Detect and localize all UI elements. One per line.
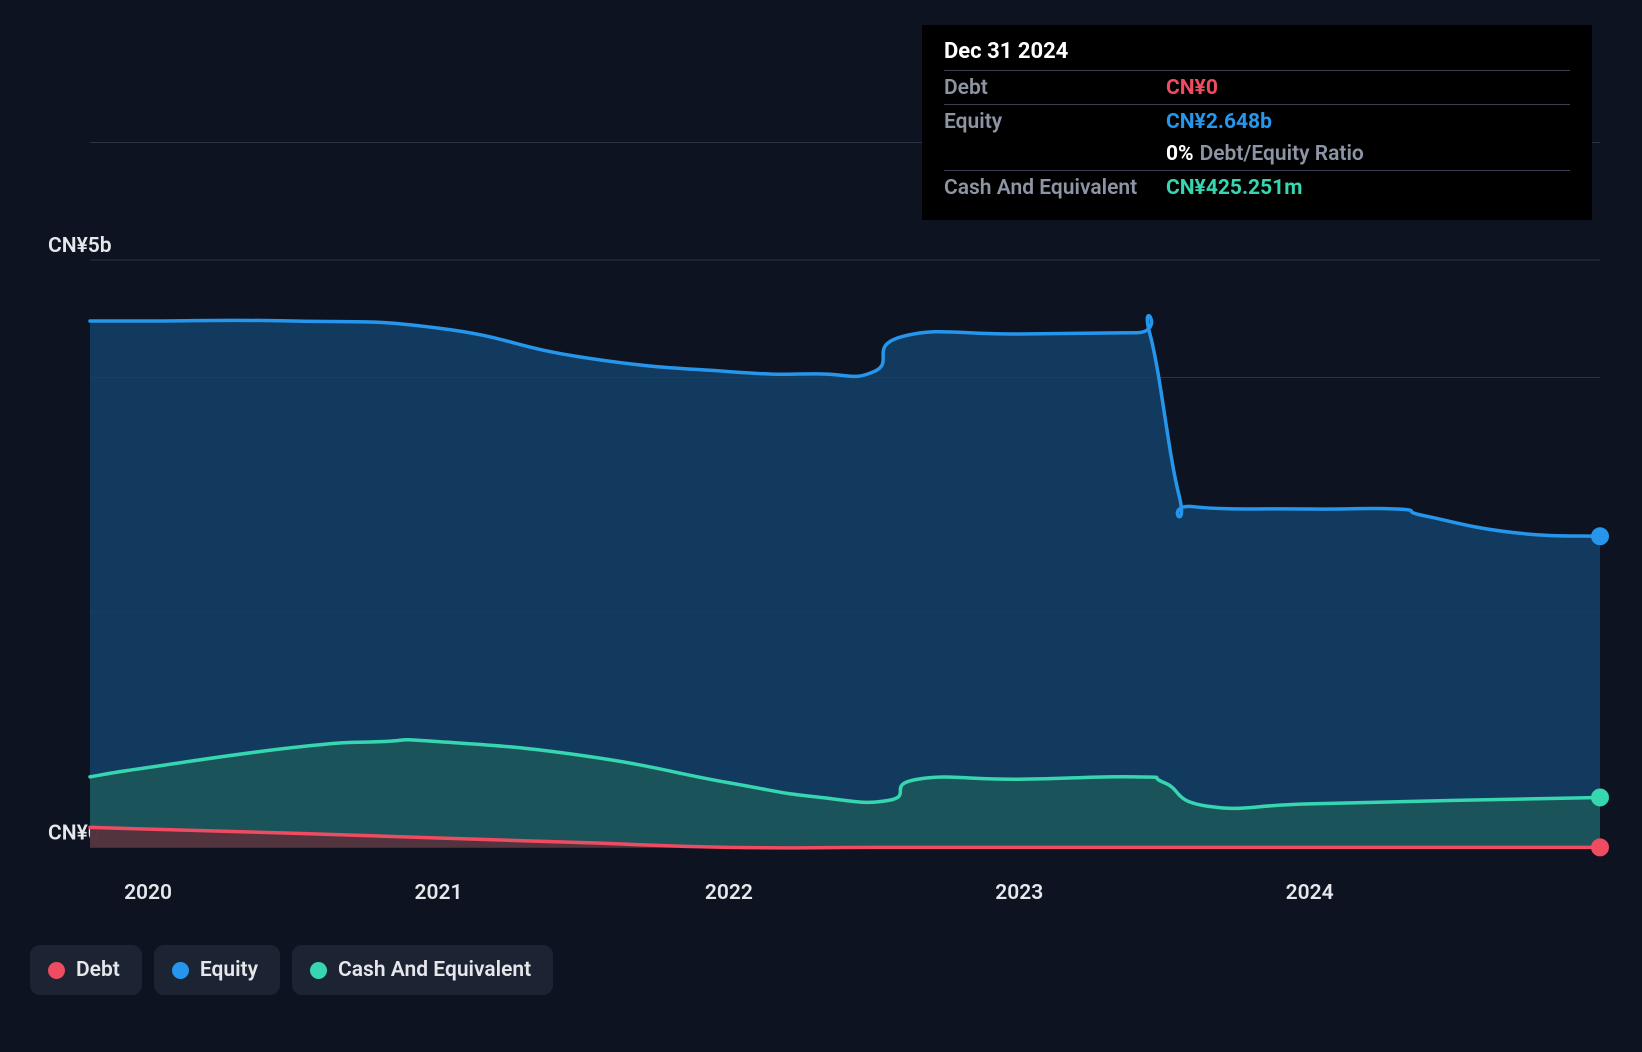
- legend-item[interactable]: Debt: [30, 945, 142, 995]
- x-axis-label: 2020: [124, 881, 172, 905]
- end-marker-cash: [1591, 788, 1609, 806]
- chart-legend: Debt Equity Cash And Equivalent: [30, 945, 553, 995]
- tooltip-metric-value: CN¥425.251m: [1166, 176, 1302, 200]
- legend-label: Debt: [76, 958, 120, 982]
- tooltip-metric-label: Equity: [944, 110, 1166, 134]
- tooltip-metric-value: CN¥2.648b: [1166, 110, 1272, 134]
- tooltip-metric-label: Cash And Equivalent: [944, 176, 1166, 200]
- x-axis-label: 2021: [414, 881, 462, 905]
- y-axis-label: CN¥5b: [48, 234, 112, 258]
- tooltip-metric-value: CN¥0: [1166, 76, 1218, 100]
- tooltip-row: DebtCN¥0: [944, 70, 1570, 104]
- x-axis-label: 2022: [705, 881, 753, 905]
- tooltip-metric-label: Debt: [944, 76, 1166, 100]
- legend-dot-icon: [310, 962, 327, 979]
- ratio-label: Debt/Equity Ratio: [1200, 142, 1364, 166]
- end-marker-debt: [1591, 838, 1609, 856]
- legend-item[interactable]: Equity: [154, 945, 280, 995]
- x-axis-label: 2023: [995, 881, 1043, 905]
- legend-dot-icon: [172, 962, 189, 979]
- legend-item[interactable]: Cash And Equivalent: [292, 945, 553, 995]
- x-axis-label: 2024: [1286, 881, 1334, 905]
- legend-dot-icon: [48, 962, 65, 979]
- ratio-percent: 0%: [1166, 142, 1194, 166]
- legend-label: Cash And Equivalent: [338, 958, 531, 982]
- legend-label: Equity: [200, 958, 258, 982]
- end-marker-equity: [1591, 527, 1609, 545]
- tooltip-row: Cash And EquivalentCN¥425.251m: [944, 170, 1570, 204]
- tooltip-ratio-row: 0% Debt/Equity Ratio: [944, 138, 1570, 170]
- tooltip-row: EquityCN¥2.648b: [944, 104, 1570, 138]
- data-tooltip: Dec 31 2024 DebtCN¥0EquityCN¥2.648b 0% D…: [922, 25, 1592, 220]
- tooltip-date: Dec 31 2024: [944, 39, 1570, 70]
